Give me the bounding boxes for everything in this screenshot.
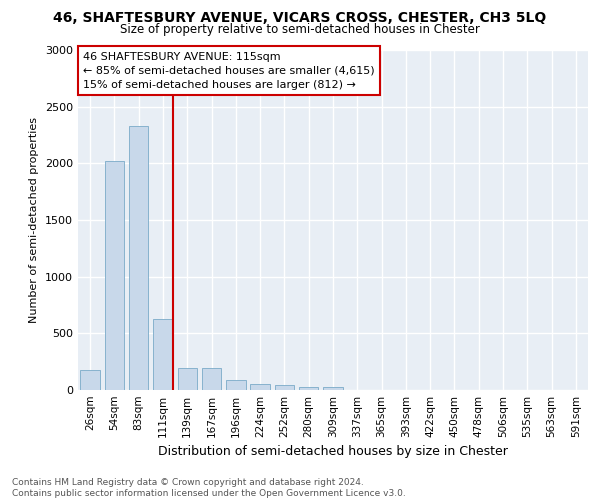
Bar (250, 384, 270, 390)
Text: 46, SHAFTESBURY AVENUE, VICARS CROSS, CHESTER, CH3 5LQ: 46, SHAFTESBURY AVENUE, VICARS CROSS, CH… (53, 11, 547, 25)
Text: 46 SHAFTESBURY AVENUE: 115sqm
← 85% of semi-detached houses are smaller (4,615)
: 46 SHAFTESBURY AVENUE: 115sqm ← 85% of s… (83, 52, 375, 90)
Bar (202, 368, 221, 390)
Bar (153, 318, 173, 390)
Bar (226, 380, 245, 390)
Text: Contains HM Land Registry data © Crown copyright and database right 2024.
Contai: Contains HM Land Registry data © Crown c… (12, 478, 406, 498)
Bar (105, 161, 124, 390)
X-axis label: Distribution of semi-detached houses by size in Chester: Distribution of semi-detached houses by … (158, 446, 508, 458)
Bar (80, 370, 100, 390)
Bar (299, 386, 319, 390)
Bar (275, 386, 294, 390)
Bar (323, 386, 343, 390)
Bar (178, 368, 197, 390)
Y-axis label: Number of semi-detached properties: Number of semi-detached properties (29, 117, 40, 323)
Text: Size of property relative to semi-detached houses in Chester: Size of property relative to semi-detach… (120, 22, 480, 36)
Bar (129, 126, 148, 390)
